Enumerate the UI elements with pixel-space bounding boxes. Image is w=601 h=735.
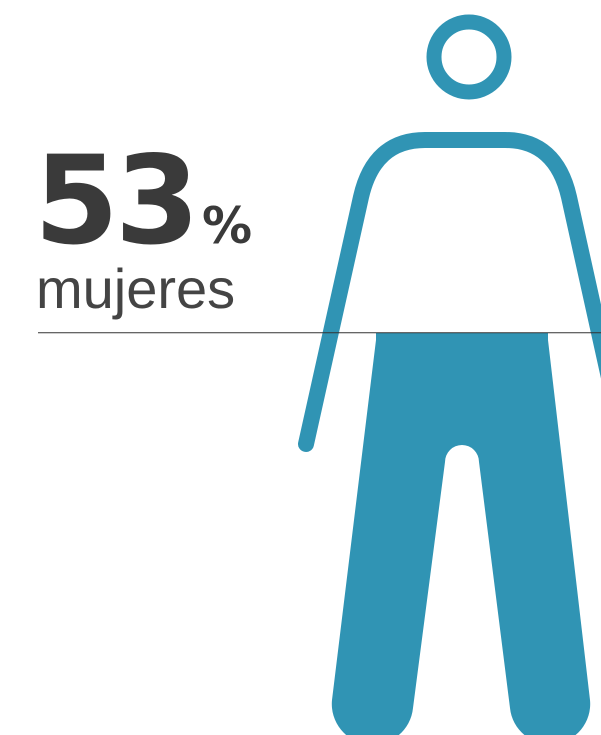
percent-unit: % bbox=[202, 197, 252, 255]
percent-value: 53 bbox=[34, 130, 196, 272]
head bbox=[426, 14, 512, 100]
body-fill bbox=[331, 332, 591, 735]
label: mujeres bbox=[36, 257, 235, 320]
body-outline bbox=[298, 132, 601, 452]
